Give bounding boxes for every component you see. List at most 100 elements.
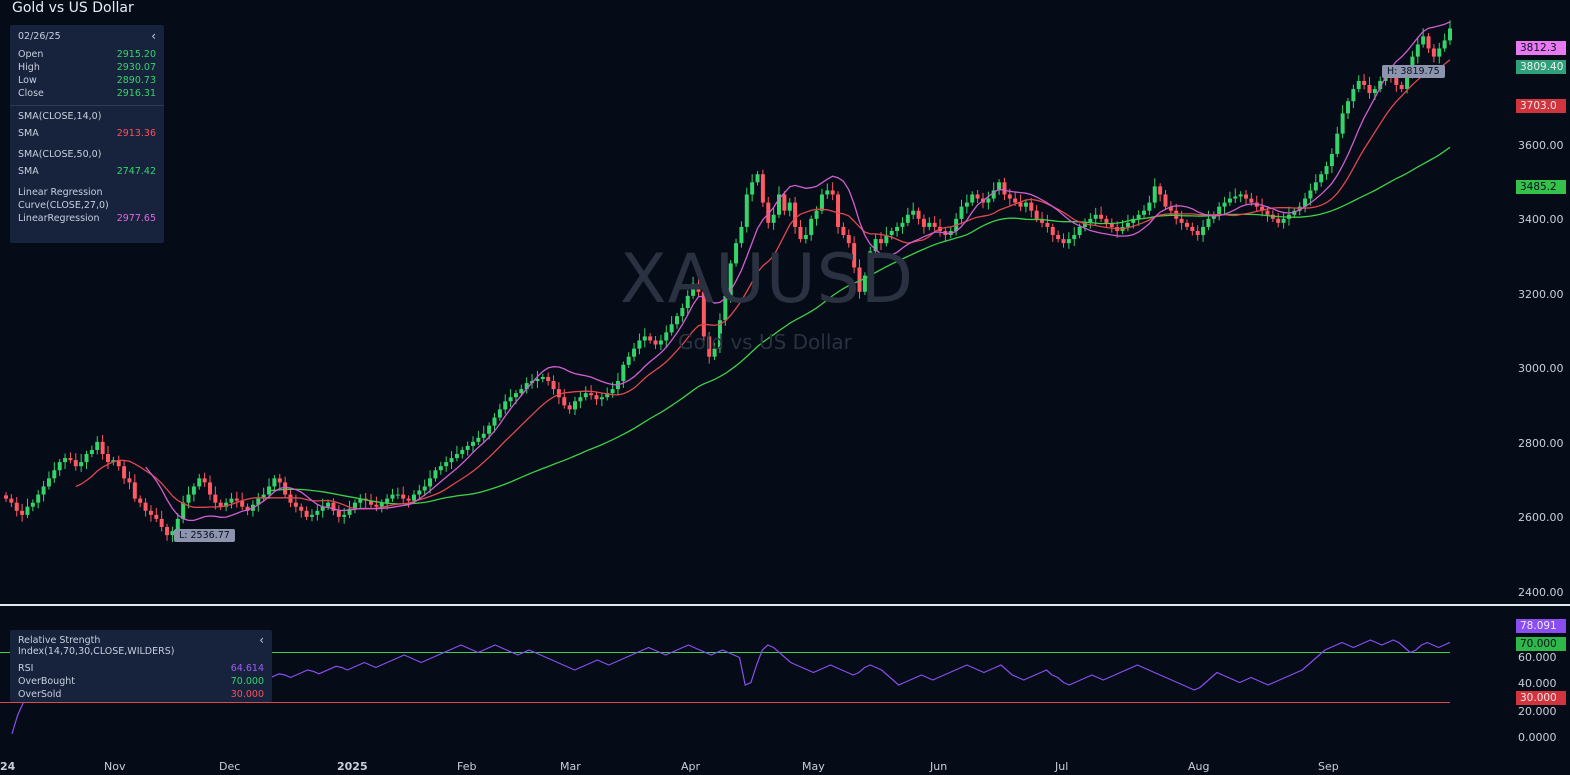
- candle-body: [191, 486, 196, 495]
- candle-body: [562, 397, 567, 406]
- candle-body: [449, 458, 454, 463]
- candle-body: [331, 502, 336, 511]
- candle-body: [1437, 48, 1442, 57]
- candle-body: [997, 182, 1002, 191]
- candle-body: [508, 397, 513, 402]
- candle-body: [148, 510, 153, 515]
- x-label: Sep: [1318, 760, 1339, 773]
- sma14-value: 2913.36: [116, 128, 156, 139]
- linreg-price-tag: 3812.3: [1516, 41, 1566, 55]
- high-label: High: [18, 62, 40, 73]
- candle-body: [293, 502, 298, 507]
- rsi-tick: 60.000: [1518, 651, 1557, 664]
- rsi-tick: 40.000: [1518, 677, 1557, 690]
- rsi-tick: 0.0000: [1518, 731, 1557, 744]
- linreg-label: LinearRegression: [18, 213, 100, 224]
- candle-body: [1158, 186, 1163, 195]
- candle-body: [1405, 72, 1410, 90]
- candle-body: [299, 506, 304, 511]
- candle-body: [30, 502, 35, 507]
- candle-body: [186, 494, 191, 503]
- candle-body: [766, 202, 771, 223]
- candle-body: [1448, 28, 1452, 41]
- candle-body: [1077, 226, 1082, 236]
- candle-body: [1313, 182, 1318, 191]
- ohlc-date: 02/26/25: [18, 31, 61, 42]
- candle-body: [1034, 210, 1039, 219]
- candle-body: [664, 332, 669, 341]
- candle-body: [739, 226, 744, 244]
- candle-body: [519, 389, 524, 394]
- candle-body: [1329, 153, 1334, 167]
- candle-body: [73, 460, 78, 467]
- candle-body: [175, 518, 180, 532]
- candle-body: [213, 494, 218, 503]
- candle-body: [1131, 218, 1136, 223]
- oversold-label: OverSold: [18, 689, 62, 700]
- candle-body: [1442, 40, 1447, 49]
- candle-body: [524, 383, 529, 390]
- candle-body: [959, 206, 964, 219]
- candle-body: [857, 267, 862, 292]
- x-label: Nov: [104, 760, 126, 773]
- candle-body: [229, 498, 234, 503]
- candle-body: [771, 214, 776, 223]
- candle-body: [240, 500, 245, 507]
- candle-body: [841, 226, 846, 236]
- candle-body: [986, 198, 991, 203]
- candle-body: [556, 389, 561, 398]
- x-label: Jul: [1055, 760, 1069, 773]
- chevron-left-icon[interactable]: ‹: [259, 633, 264, 647]
- candle-body: [1061, 239, 1066, 244]
- candle-body: [336, 510, 341, 517]
- candle-body: [594, 395, 599, 400]
- candle-body: [551, 381, 556, 390]
- candle-body: [658, 340, 663, 345]
- candle-body: [197, 478, 202, 487]
- candle-body: [46, 478, 51, 487]
- x-label: Aug: [1188, 760, 1210, 773]
- candle-body: [1303, 198, 1308, 207]
- overbought-value: 70.000: [230, 676, 264, 687]
- candle-body: [143, 502, 148, 511]
- candle-body: [626, 356, 631, 365]
- candle-body: [288, 494, 293, 503]
- candle-body: [1029, 202, 1034, 211]
- candle-body: [159, 518, 164, 528]
- candle-body: [84, 454, 89, 463]
- price-tick: 3600.00: [1518, 139, 1564, 152]
- candle-body: [1227, 198, 1232, 203]
- linreg-title-1: Linear Regression: [18, 187, 103, 198]
- candle-body: [1066, 239, 1071, 244]
- candle-body: [648, 336, 653, 341]
- candle-body: [122, 466, 127, 479]
- candle-body: [540, 376, 545, 379]
- high-value: 2930.07: [116, 62, 156, 73]
- chevron-left-icon[interactable]: ‹: [151, 29, 156, 43]
- candle-body: [803, 235, 808, 240]
- candle-body: [975, 194, 980, 199]
- candle-body: [637, 340, 642, 349]
- candle-body: [691, 283, 696, 296]
- candle-body: [1040, 218, 1045, 223]
- candle-body: [1367, 84, 1372, 94]
- ohlc-legend-panel[interactable]: 02/26/25 ‹ Open 2915.20 High 2930.07 Low 28…: [10, 25, 164, 243]
- candle-body: [836, 194, 841, 227]
- candle-body: [1168, 206, 1173, 211]
- rsi-legend-panel[interactable]: Relative Strength Index(14,70,30,CLOSE,W…: [10, 630, 272, 702]
- candle-body: [411, 494, 416, 501]
- candle-body: [1013, 198, 1018, 203]
- candle-body: [991, 190, 996, 199]
- candle-body: [487, 425, 492, 434]
- candle-body: [428, 478, 433, 487]
- sma50-label: SMA: [18, 166, 39, 177]
- candle-body: [379, 502, 384, 507]
- candle-body: [406, 498, 411, 501]
- candle-body: [723, 295, 728, 321]
- candle-body: [79, 462, 84, 467]
- candle-body: [1399, 84, 1404, 90]
- candle-body: [513, 393, 518, 398]
- candle-body: [401, 494, 406, 499]
- x-label: May: [802, 760, 825, 773]
- candle-body: [202, 478, 207, 483]
